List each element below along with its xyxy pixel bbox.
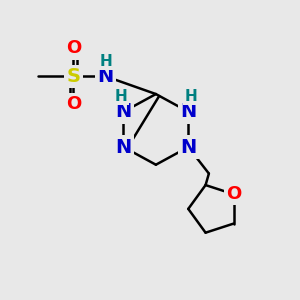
Text: H: H	[115, 89, 128, 104]
Text: N: N	[180, 102, 196, 121]
Text: N: N	[98, 67, 114, 86]
Text: N: N	[116, 138, 132, 157]
Text: O: O	[66, 39, 81, 57]
Text: H: H	[184, 89, 197, 104]
Text: O: O	[226, 185, 241, 203]
Text: N: N	[116, 102, 132, 121]
Text: H: H	[100, 54, 112, 69]
Text: S: S	[66, 67, 80, 86]
Text: N: N	[180, 138, 196, 157]
Text: O: O	[66, 95, 81, 113]
